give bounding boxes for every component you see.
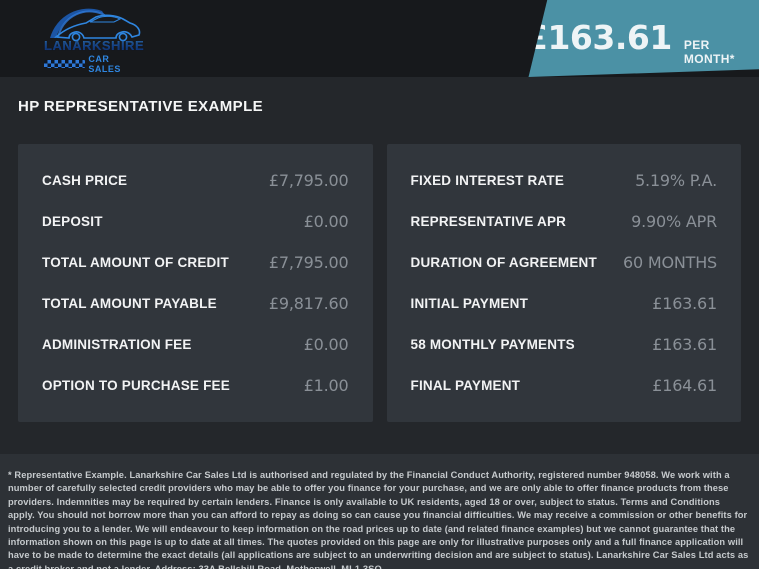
finance-label: 58 MONTHLY PAYMENTS <box>410 337 575 352</box>
finance-label: FINAL PAYMENT <box>410 378 521 393</box>
finance-value: £0.00 <box>303 212 349 231</box>
finance-label: ADMINISTRATION FEE <box>42 337 192 352</box>
finance-label: DEPOSIT <box>42 214 103 229</box>
finance-value: £0.00 <box>303 335 349 354</box>
finance-value: 5.19% P.A. <box>635 171 717 190</box>
finance-label: TOTAL AMOUNT PAYABLE <box>42 296 217 311</box>
dealer-subname: CAR SALES <box>88 54 121 74</box>
finance-value: £7,795.00 <box>268 171 349 190</box>
finance-value: £7,795.00 <box>268 253 349 272</box>
finance-row: OPTION TO PURCHASE FEE £1.00 <box>42 365 349 406</box>
page-title: HP REPRESENTATIVE EXAMPLE <box>18 98 264 115</box>
finance-label: DURATION OF AGREEMENT <box>410 255 597 270</box>
dealer-logo[interactable]: LANARKSHIRE CAR SALES <box>44 8 145 74</box>
header: LANARKSHIRE CAR SALES £163.61 PER MONTH* <box>0 0 759 77</box>
finance-panel-right: FIXED INTEREST RATE 5.19% P.A. REPRESENT… <box>386 144 741 422</box>
finance-value: 60 MONTHS <box>623 253 717 272</box>
finance-value: £163.61 <box>652 335 717 354</box>
finance-value: £163.61 <box>652 294 717 313</box>
finance-row: ADMINISTRATION FEE £0.00 <box>42 324 349 365</box>
finance-label: REPRESENTATIVE APR <box>410 214 567 229</box>
checkered-flag-icon <box>44 60 86 68</box>
finance-row: DEPOSIT £0.00 <box>42 201 349 242</box>
finance-label: FIXED INTEREST RATE <box>410 173 565 188</box>
finance-panel-left: CASH PRICE £7,795.00 DEPOSIT £0.00 TOTAL… <box>18 144 373 422</box>
finance-label: INITIAL PAYMENT <box>410 296 529 311</box>
finance-row: TOTAL AMOUNT OF CREDIT £7,795.00 <box>42 242 349 283</box>
finance-row: REPRESENTATIVE APR 9.90% APR <box>411 201 718 242</box>
monthly-price: £163.61 <box>525 18 673 57</box>
finance-value: £9,817.60 <box>268 294 349 313</box>
finance-row: DURATION OF AGREEMENT 60 MONTHS <box>411 242 718 283</box>
finance-row: CASH PRICE £7,795.00 <box>42 160 349 201</box>
monthly-price-banner: £163.61 PER MONTH* <box>525 0 759 77</box>
finance-row: FIXED INTEREST RATE 5.19% P.A. <box>411 160 718 201</box>
finance-row: 58 MONTHLY PAYMENTS £163.61 <box>411 324 718 365</box>
finance-label: OPTION TO PURCHASE FEE <box>42 378 230 393</box>
finance-row: INITIAL PAYMENT £163.61 <box>411 283 718 324</box>
car-logo-icon <box>50 8 141 42</box>
finance-label: TOTAL AMOUNT OF CREDIT <box>42 255 229 270</box>
representative-example-disclaimer: * Representative Example. Lanarkshire Ca… <box>8 470 749 569</box>
finance-label: CASH PRICE <box>42 173 128 188</box>
footer: * Representative Example. Lanarkshire Ca… <box>0 454 759 569</box>
finance-row: TOTAL AMOUNT PAYABLE £9,817.60 <box>42 283 349 324</box>
finance-value: 9.90% APR <box>631 212 717 231</box>
finance-value: £1.00 <box>303 376 349 395</box>
finance-row: FINAL PAYMENT £164.61 <box>411 365 718 406</box>
finance-value: £164.61 <box>652 376 717 395</box>
monthly-price-suffix: PER MONTH* <box>683 38 735 66</box>
dealer-name: LANARKSHIRE <box>44 38 145 53</box>
finance-tables: CASH PRICE £7,795.00 DEPOSIT £0.00 TOTAL… <box>18 144 741 422</box>
main-section: HP REPRESENTATIVE EXAMPLE CASH PRICE £7,… <box>0 77 759 437</box>
